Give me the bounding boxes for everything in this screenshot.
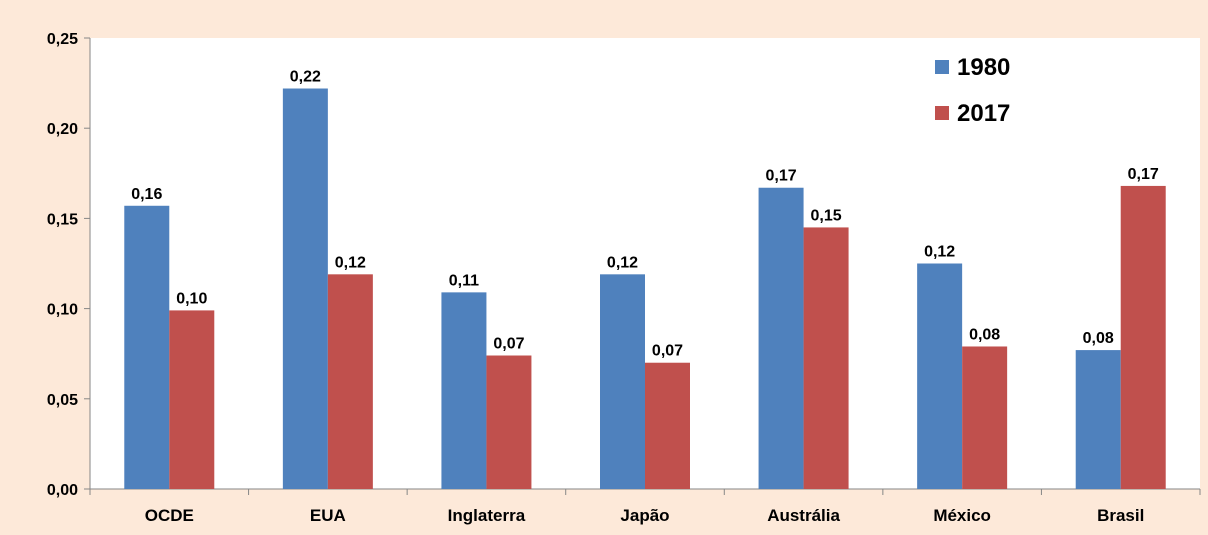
bar-2017 (1120, 185, 1166, 490)
bar-1980 (758, 187, 804, 489)
data-label: 0,16 (131, 186, 162, 203)
data-label: 0,07 (652, 343, 683, 360)
x-tick-label: Brasil (1097, 506, 1144, 525)
legend-label: 1980 (957, 54, 1010, 81)
bar-2017 (486, 355, 532, 489)
bar-2017 (803, 227, 849, 490)
x-tick-label: EUA (310, 506, 346, 525)
y-tick-label: 0,05 (47, 392, 78, 409)
legend-swatch-2017 (935, 106, 949, 120)
data-label: 0,10 (176, 290, 207, 307)
y-tick-label: 0,20 (47, 121, 78, 138)
bar-1980 (124, 205, 170, 489)
bar-1980 (917, 263, 963, 489)
x-tick-label: OCDE (145, 506, 194, 525)
bar-2017 (327, 274, 373, 489)
x-tick-label: Inglaterra (448, 506, 526, 525)
bar-2017 (169, 310, 215, 489)
legend-label: 2017 (957, 100, 1010, 127)
data-label: 0,17 (766, 168, 797, 185)
x-tick-label: Austrália (767, 506, 840, 525)
bar-2017 (962, 346, 1008, 489)
x-tick-label: Japão (620, 506, 669, 525)
y-tick-label: 0,25 (47, 31, 78, 48)
y-tick-label: 0,10 (47, 302, 78, 319)
y-tick-label: 0,00 (47, 482, 78, 499)
y-tick-label: 0,15 (47, 211, 78, 228)
bar-1980 (1075, 350, 1121, 489)
bar-1980 (282, 88, 328, 490)
data-label: 0,08 (1083, 330, 1114, 347)
bar-1980 (441, 292, 487, 489)
data-label: 0,22 (290, 69, 321, 86)
data-label: 0,12 (335, 254, 366, 271)
data-label: 0,08 (969, 326, 1000, 343)
legend-swatch-1980 (935, 60, 949, 74)
data-label: 0,12 (924, 244, 955, 261)
x-tick-label: México (933, 506, 991, 525)
bar-1980 (600, 274, 645, 489)
data-label: 0,12 (607, 254, 638, 271)
data-label: 0,07 (493, 336, 524, 353)
data-label: 0,15 (811, 207, 842, 224)
bar-2017 (645, 362, 690, 489)
data-label: 0,11 (449, 272, 479, 289)
data-label: 0,17 (1128, 166, 1159, 183)
